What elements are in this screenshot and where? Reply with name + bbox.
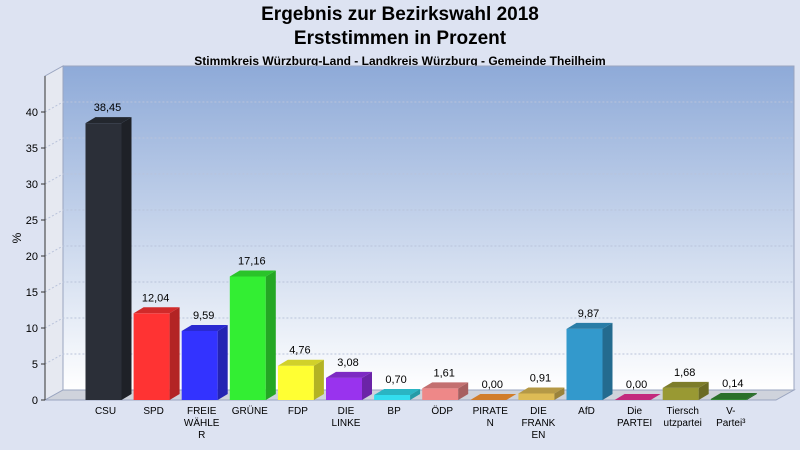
y-tick-label: 0 [32,395,38,407]
x-tick-label: FDP [288,406,308,417]
bar-top [614,394,661,400]
x-tick-label: SPD [143,406,164,417]
bar-side [121,117,132,400]
data-label: 0,70 [385,374,406,386]
bar-side [313,359,324,400]
x-tick-label: LINKE [332,418,361,429]
y-tick-label: 15 [26,287,38,299]
bar-side [602,322,613,400]
x-tick-label: GRÜNE [232,405,268,417]
x-tick-label: R [198,430,205,441]
data-label: 3,08 [337,357,358,369]
x-tick-label: WÄHLE [184,417,220,429]
data-label: 0,91 [530,372,551,384]
bar-top [374,388,421,395]
bar-top [326,371,372,378]
gridline [44,173,794,185]
gridline [44,317,794,329]
bar [181,330,218,400]
x-tick-label: DIE [530,406,547,417]
bar-top [710,392,757,399]
bar-top [229,270,276,277]
x-tick-label: FREIE [187,406,217,417]
y-tick-label: 20 [26,251,38,263]
data-label: 12,04 [142,292,170,304]
bar [326,377,362,400]
x-tick-label: PARTEI [617,418,652,429]
y-tick-label: 5 [32,359,38,371]
bar [277,365,314,400]
bar-top [85,117,132,124]
x-tick-label: BP [387,406,401,417]
x-tick-label: AfD [578,406,595,417]
data-label: 17,16 [238,255,266,267]
gridline [44,353,794,365]
data-label: 9,87 [578,308,599,320]
bar-side [698,381,709,400]
bar-side [746,392,757,400]
bar-top [566,322,613,329]
bar [518,393,555,400]
bar [85,123,122,400]
bar-side [410,388,421,400]
bar-side [362,371,372,400]
data-label: 1,61 [433,367,454,379]
gridline [44,209,794,221]
x-tick-label: Die [627,406,642,417]
gridline [44,101,794,113]
data-label: 38,45 [94,102,122,114]
bar [710,398,747,400]
x-tick-label: Partei³ [716,418,746,429]
bar [229,276,266,400]
y-tick-label: 35 [26,143,38,155]
data-label: 0,14 [722,378,743,390]
bar [133,313,170,400]
gridline [44,281,794,293]
bar-top [277,359,324,366]
data-label: 9,59 [193,310,214,322]
x-tick-label: PIRATE [473,406,509,417]
bar-top [133,307,180,314]
y-tick-label: 25 [26,215,38,227]
y-axis-label: % [10,232,24,243]
bar-side [265,270,276,400]
bar-side [169,307,180,400]
bar-top [662,381,709,388]
bar [566,328,603,400]
bar-side [458,382,469,400]
bar-side [217,324,228,400]
y-tick-label: 10 [26,323,38,335]
x-tick-label: CSU [95,406,116,417]
bar-top [181,324,228,331]
data-label: 0,00 [626,379,647,391]
data-label: 4,76 [289,345,310,357]
data-label: 0,00 [482,379,503,391]
bar [374,394,411,400]
x-tick-label: V- [726,406,735,417]
x-tick-label: Tiersch [666,406,698,417]
plot-side-wall [44,65,64,401]
bar [662,387,699,400]
bar [422,388,459,400]
x-tick-label: FRANK [521,418,555,429]
data-label: 1,68 [674,367,695,379]
gridline [44,245,794,257]
gridline [44,137,794,149]
x-tick-label: EN [531,430,545,441]
bar-top [518,387,565,394]
y-tick-label: 30 [26,179,38,191]
chart-subtitle: Erststimmen in Prozent [293,28,507,49]
bar-top [470,394,517,400]
x-tick-label: utzpartei [664,418,702,429]
chart-subsubtitle: Stimmkreis Würzburg-Land - Landkreis Wür… [194,54,606,68]
bar-side [554,387,565,400]
bar-top [422,382,469,389]
y-tick-label: 40 [26,107,38,119]
chart-title: Ergebnis zur Bezirkswahl 2018 [261,4,539,25]
x-tick-label: DIE [338,406,355,417]
x-tick-label: ÖDP [431,405,453,417]
x-tick-label: N [487,418,494,429]
